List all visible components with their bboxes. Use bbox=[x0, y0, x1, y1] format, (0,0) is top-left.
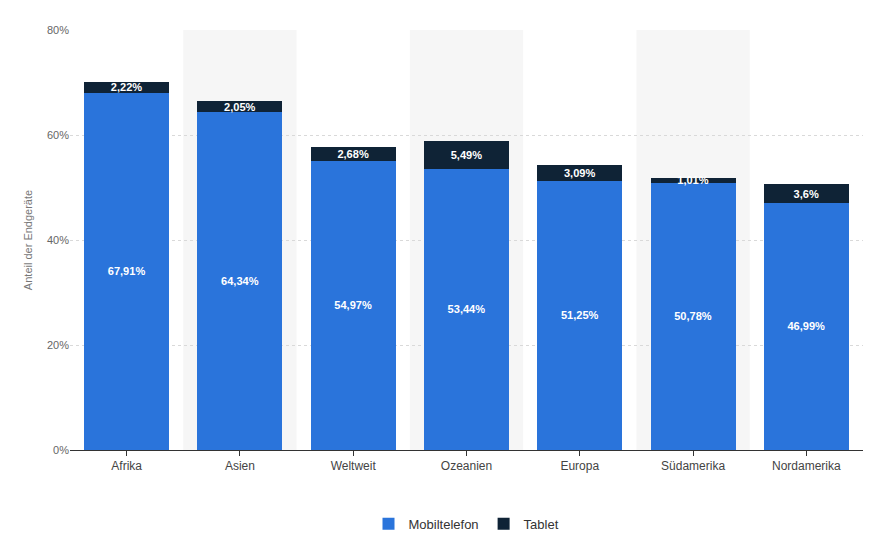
svg-text:Europa: Europa bbox=[560, 459, 599, 473]
svg-text:0%: 0% bbox=[53, 444, 69, 456]
svg-text:2,22%: 2,22% bbox=[111, 81, 143, 93]
svg-text:2,68%: 2,68% bbox=[337, 148, 369, 160]
svg-text:Mobiltelefon: Mobiltelefon bbox=[409, 517, 479, 532]
svg-text:Tablet: Tablet bbox=[524, 517, 559, 532]
svg-text:2,05%: 2,05% bbox=[224, 101, 256, 113]
svg-text:Asien: Asien bbox=[225, 459, 255, 473]
svg-text:3,09%: 3,09% bbox=[564, 167, 596, 179]
svg-text:Nordamerika: Nordamerika bbox=[772, 459, 841, 473]
svg-text:Anteil der Endgeräte: Anteil der Endgeräte bbox=[22, 190, 34, 290]
svg-text:1,01%: 1,01% bbox=[677, 174, 709, 186]
svg-text:54,97%: 54,97% bbox=[334, 299, 372, 311]
svg-text:51,25%: 51,25% bbox=[561, 309, 599, 321]
svg-text:60%: 60% bbox=[47, 129, 69, 141]
svg-text:Afrika: Afrika bbox=[111, 459, 142, 473]
svg-text:40%: 40% bbox=[47, 234, 69, 246]
svg-text:Südamerika: Südamerika bbox=[661, 459, 725, 473]
svg-text:53,44%: 53,44% bbox=[448, 303, 486, 315]
svg-text:50,78%: 50,78% bbox=[674, 310, 712, 322]
svg-text:46,99%: 46,99% bbox=[787, 320, 825, 332]
svg-text:5,49%: 5,49% bbox=[451, 149, 483, 161]
svg-text:Weltweit: Weltweit bbox=[331, 459, 377, 473]
svg-text:3,6%: 3,6% bbox=[794, 188, 819, 200]
svg-text:64,34%: 64,34% bbox=[221, 275, 259, 287]
svg-text:67,91%: 67,91% bbox=[108, 265, 146, 277]
svg-text:20%: 20% bbox=[47, 339, 69, 351]
svg-text:Ozeanien: Ozeanien bbox=[441, 459, 492, 473]
svg-text:80%: 80% bbox=[47, 24, 69, 36]
